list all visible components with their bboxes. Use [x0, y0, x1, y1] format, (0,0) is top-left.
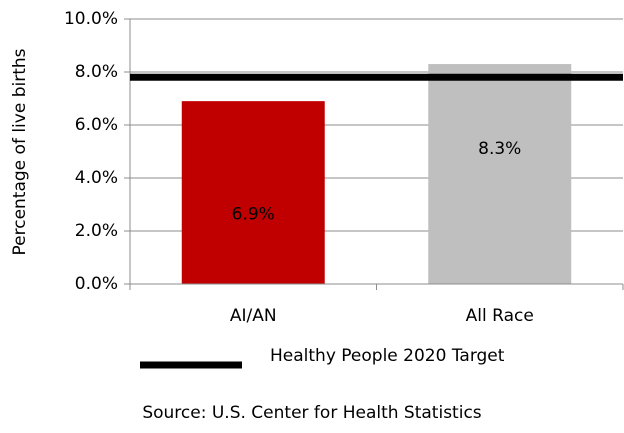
y-tick-label: 10.0% — [64, 9, 118, 29]
bar — [428, 64, 572, 284]
y-tick-label: 8.0% — [75, 62, 118, 82]
data-label: 8.3% — [478, 139, 521, 159]
y-axis-label: Percentage of live births — [10, 48, 30, 255]
data-label: 6.9% — [232, 205, 275, 225]
legend-label: Healthy People 2020 Target — [270, 346, 505, 366]
y-tick-label: 6.0% — [75, 115, 118, 135]
bar — [181, 101, 325, 285]
source-note: Source: U.S. Center for Health Statistic… — [142, 403, 481, 423]
x-tick-label: AI/AN — [230, 306, 277, 326]
y-tick-label: 0.0% — [75, 274, 118, 294]
y-tick-label: 4.0% — [75, 168, 118, 188]
x-tick-label: All Race — [466, 306, 534, 326]
y-tick-label: 2.0% — [75, 221, 118, 241]
